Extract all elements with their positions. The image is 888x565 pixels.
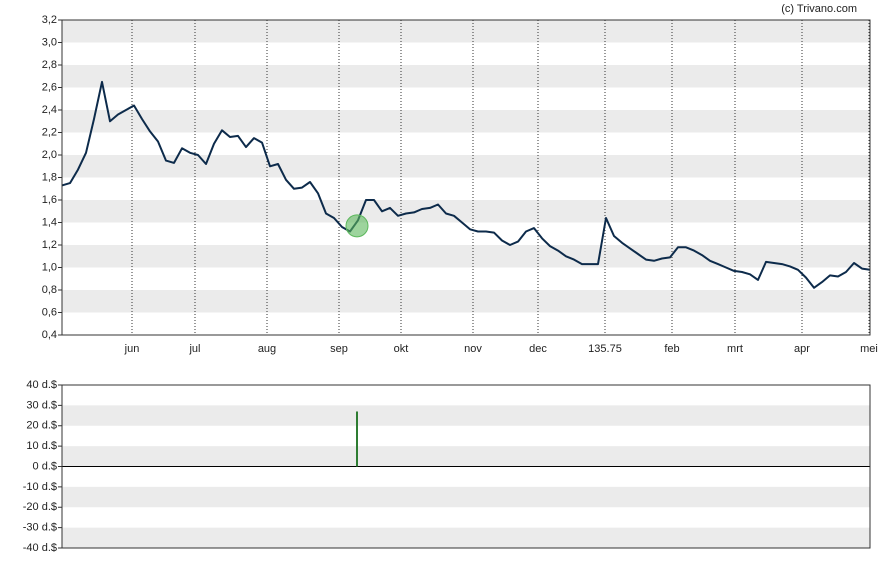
x-tick-label: okt — [394, 343, 409, 355]
y-tick-label: 40 d.$ — [26, 379, 57, 391]
y-tick-label: 20 d.$ — [26, 420, 57, 432]
y-tick-label: 2,2 — [42, 126, 57, 138]
y-tick-label: 1,0 — [42, 261, 57, 273]
plot-frame — [61, 19, 871, 336]
y-tick-label: 2,4 — [42, 104, 57, 116]
y-tick-label: 0 d.$ — [33, 460, 57, 472]
grid-band — [62, 527, 870, 548]
y-tick-label: 2,8 — [42, 59, 57, 71]
price-line — [61, 80, 871, 289]
x-tick-label: jun — [124, 343, 140, 355]
grid-band — [62, 446, 870, 467]
y-tick-label: 0,8 — [42, 284, 57, 296]
y-tick-label: -10 d.$ — [23, 481, 57, 493]
y-tick-label: 0,4 — [42, 329, 57, 341]
x-tick-label: mei — [860, 343, 878, 355]
grid-band — [62, 290, 870, 313]
grid-band — [62, 20, 870, 43]
grid-band — [62, 486, 870, 508]
y-tick-label: 3,0 — [42, 36, 57, 48]
x-tick-label: mrt — [727, 343, 743, 355]
bar — [356, 411, 358, 467]
x-tick-label: apr — [794, 343, 810, 355]
grid-band — [62, 405, 870, 426]
grid-band — [62, 110, 870, 133]
y-tick-label: 1,2 — [42, 239, 57, 251]
y-tick-label: 3,2 — [42, 14, 57, 26]
y-tick-label: 2,6 — [42, 81, 57, 93]
x-tick-label: aug — [258, 343, 276, 355]
trade-marker — [345, 214, 369, 238]
y-tick-label: 2,0 — [42, 149, 57, 161]
x-tick-label: sep — [330, 343, 348, 355]
x-tick-label: feb — [664, 343, 679, 355]
y-tick-label: 10 d.$ — [26, 440, 57, 452]
x-tick-label: nov — [464, 343, 482, 355]
x-tick-label: 135.75 — [588, 343, 622, 355]
x-tick-label: dec — [529, 343, 547, 355]
grid-band — [62, 65, 870, 88]
plot-frame — [61, 384, 871, 549]
y-tick-label: -20 d.$ — [23, 501, 57, 513]
y-tick-label: 0,6 — [42, 306, 57, 318]
y-tick-label: 1,4 — [42, 216, 57, 228]
x-tick-label: jul — [188, 343, 200, 355]
grid-band — [62, 200, 870, 223]
y-tick-label: -30 d.$ — [23, 522, 57, 534]
y-tick-label: 1,6 — [42, 194, 57, 206]
grid-band — [62, 245, 870, 268]
y-tick-label: 30 d.$ — [26, 399, 57, 411]
y-tick-label: -40 d.$ — [23, 542, 57, 554]
y-tick-label: 1,8 — [42, 171, 57, 183]
grid-band — [62, 155, 870, 178]
copyright: (c) Trivano.com — [781, 3, 857, 15]
